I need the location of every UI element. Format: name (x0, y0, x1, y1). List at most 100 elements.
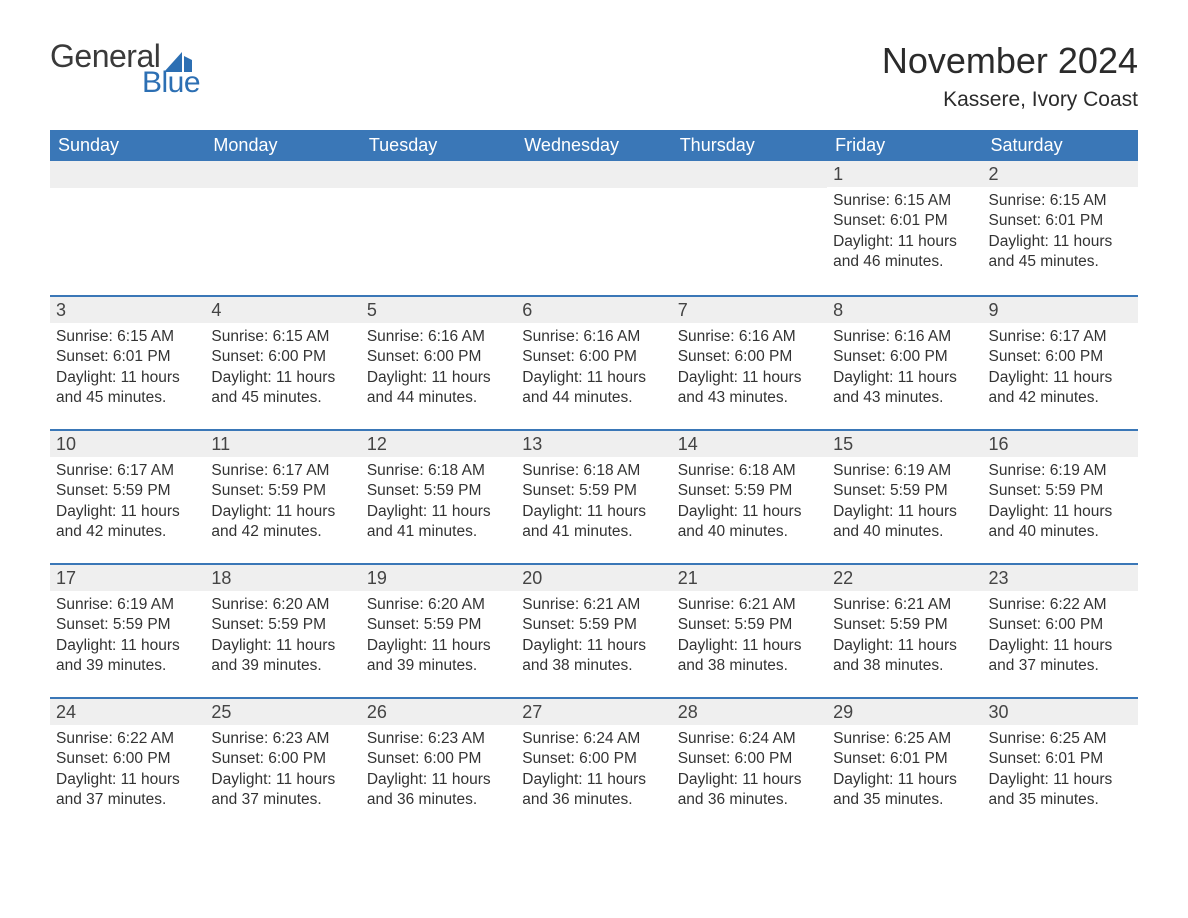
day-details: Sunrise: 6:23 AMSunset: 6:00 PMDaylight:… (205, 725, 360, 819)
sunset-line: Sunset: 6:01 PM (833, 211, 976, 231)
sunset-line: Sunset: 5:59 PM (833, 481, 976, 501)
daylight-line: Daylight: 11 hours and 41 minutes. (367, 502, 510, 543)
sunset-line: Sunset: 5:59 PM (678, 481, 821, 501)
sunset-line: Sunset: 5:59 PM (56, 615, 199, 635)
day-details: Sunrise: 6:21 AMSunset: 5:59 PMDaylight:… (672, 591, 827, 685)
calendar-day-cell: 12Sunrise: 6:18 AMSunset: 5:59 PMDayligh… (361, 429, 516, 563)
day-details: Sunrise: 6:17 AMSunset: 6:00 PMDaylight:… (983, 323, 1138, 417)
sunrise-line: Sunrise: 6:25 AM (833, 729, 976, 749)
sunrise-line: Sunrise: 6:18 AM (522, 461, 665, 481)
sunset-line: Sunset: 6:00 PM (211, 749, 354, 769)
daylight-line: Daylight: 11 hours and 42 minutes. (211, 502, 354, 543)
day-details: Sunrise: 6:16 AMSunset: 6:00 PMDaylight:… (516, 323, 671, 417)
empty-day-header (672, 161, 827, 188)
sunset-line: Sunset: 5:59 PM (833, 615, 976, 635)
daylight-line: Daylight: 11 hours and 38 minutes. (678, 636, 821, 677)
calendar-week-row: 10Sunrise: 6:17 AMSunset: 5:59 PMDayligh… (50, 429, 1138, 563)
sunset-line: Sunset: 5:59 PM (56, 481, 199, 501)
month-title: November 2024 (882, 40, 1138, 82)
day-details: Sunrise: 6:22 AMSunset: 6:00 PMDaylight:… (50, 725, 205, 819)
day-details: Sunrise: 6:17 AMSunset: 5:59 PMDaylight:… (50, 457, 205, 551)
sunrise-line: Sunrise: 6:16 AM (678, 327, 821, 347)
sunset-line: Sunset: 6:00 PM (211, 347, 354, 367)
day-number: 7 (672, 295, 827, 323)
day-details: Sunrise: 6:16 AMSunset: 6:00 PMDaylight:… (827, 323, 982, 417)
calendar-table: SundayMondayTuesdayWednesdayThursdayFrid… (50, 130, 1138, 831)
sunrise-line: Sunrise: 6:21 AM (678, 595, 821, 615)
day-details: Sunrise: 6:18 AMSunset: 5:59 PMDaylight:… (516, 457, 671, 551)
sunset-line: Sunset: 6:00 PM (522, 749, 665, 769)
weekday-header: Wednesday (516, 130, 671, 161)
sunset-line: Sunset: 5:59 PM (211, 481, 354, 501)
sunrise-line: Sunrise: 6:16 AM (367, 327, 510, 347)
sunrise-line: Sunrise: 6:21 AM (522, 595, 665, 615)
day-number: 13 (516, 429, 671, 457)
day-details: Sunrise: 6:20 AMSunset: 5:59 PMDaylight:… (205, 591, 360, 685)
day-number: 22 (827, 563, 982, 591)
daylight-line: Daylight: 11 hours and 45 minutes. (56, 368, 199, 409)
day-details: Sunrise: 6:16 AMSunset: 6:00 PMDaylight:… (672, 323, 827, 417)
day-number: 15 (827, 429, 982, 457)
daylight-line: Daylight: 11 hours and 37 minutes. (211, 770, 354, 811)
calendar-day-cell: 9Sunrise: 6:17 AMSunset: 6:00 PMDaylight… (983, 295, 1138, 429)
sunset-line: Sunset: 5:59 PM (211, 615, 354, 635)
day-number: 29 (827, 697, 982, 725)
calendar-day-cell: 6Sunrise: 6:16 AMSunset: 6:00 PMDaylight… (516, 295, 671, 429)
sunset-line: Sunset: 6:01 PM (56, 347, 199, 367)
day-details: Sunrise: 6:15 AMSunset: 6:01 PMDaylight:… (827, 187, 982, 281)
daylight-line: Daylight: 11 hours and 45 minutes. (989, 232, 1132, 273)
daylight-line: Daylight: 11 hours and 40 minutes. (989, 502, 1132, 543)
sunset-line: Sunset: 5:59 PM (367, 481, 510, 501)
daylight-line: Daylight: 11 hours and 36 minutes. (678, 770, 821, 811)
day-number: 26 (361, 697, 516, 725)
day-details: Sunrise: 6:15 AMSunset: 6:01 PMDaylight:… (50, 323, 205, 417)
day-number: 1 (827, 161, 982, 187)
day-number: 30 (983, 697, 1138, 725)
sunrise-line: Sunrise: 6:15 AM (56, 327, 199, 347)
day-number: 28 (672, 697, 827, 725)
calendar-day-cell: 25Sunrise: 6:23 AMSunset: 6:00 PMDayligh… (205, 697, 360, 831)
calendar-day-cell: 22Sunrise: 6:21 AMSunset: 5:59 PMDayligh… (827, 563, 982, 697)
calendar-day-cell: 18Sunrise: 6:20 AMSunset: 5:59 PMDayligh… (205, 563, 360, 697)
day-details: Sunrise: 6:19 AMSunset: 5:59 PMDaylight:… (827, 457, 982, 551)
daylight-line: Daylight: 11 hours and 38 minutes. (522, 636, 665, 677)
sunrise-line: Sunrise: 6:16 AM (833, 327, 976, 347)
sunset-line: Sunset: 6:01 PM (989, 749, 1132, 769)
sunrise-line: Sunrise: 6:18 AM (367, 461, 510, 481)
day-number: 18 (205, 563, 360, 591)
sunset-line: Sunset: 6:00 PM (989, 615, 1132, 635)
empty-day-header (516, 161, 671, 188)
calendar-day-cell: 23Sunrise: 6:22 AMSunset: 6:00 PMDayligh… (983, 563, 1138, 697)
brand-word2: Blue (142, 68, 200, 98)
daylight-line: Daylight: 11 hours and 39 minutes. (56, 636, 199, 677)
daylight-line: Daylight: 11 hours and 36 minutes. (522, 770, 665, 811)
sunrise-line: Sunrise: 6:24 AM (678, 729, 821, 749)
daylight-line: Daylight: 11 hours and 44 minutes. (522, 368, 665, 409)
day-details: Sunrise: 6:19 AMSunset: 5:59 PMDaylight:… (983, 457, 1138, 551)
daylight-line: Daylight: 11 hours and 35 minutes. (989, 770, 1132, 811)
weekday-header: Thursday (672, 130, 827, 161)
sunset-line: Sunset: 6:00 PM (522, 347, 665, 367)
sunrise-line: Sunrise: 6:18 AM (678, 461, 821, 481)
calendar-day-cell: 27Sunrise: 6:24 AMSunset: 6:00 PMDayligh… (516, 697, 671, 831)
empty-day-header (361, 161, 516, 188)
sunset-line: Sunset: 6:00 PM (678, 347, 821, 367)
daylight-line: Daylight: 11 hours and 42 minutes. (56, 502, 199, 543)
day-number: 19 (361, 563, 516, 591)
daylight-line: Daylight: 11 hours and 41 minutes. (522, 502, 665, 543)
sunrise-line: Sunrise: 6:19 AM (833, 461, 976, 481)
day-number: 25 (205, 697, 360, 725)
day-number: 24 (50, 697, 205, 725)
sunset-line: Sunset: 6:00 PM (367, 749, 510, 769)
calendar-day-cell: 2Sunrise: 6:15 AMSunset: 6:01 PMDaylight… (983, 161, 1138, 295)
sunset-line: Sunset: 6:00 PM (678, 749, 821, 769)
calendar-day-cell (516, 161, 671, 295)
day-details: Sunrise: 6:24 AMSunset: 6:00 PMDaylight:… (516, 725, 671, 819)
day-number: 14 (672, 429, 827, 457)
day-details: Sunrise: 6:17 AMSunset: 5:59 PMDaylight:… (205, 457, 360, 551)
daylight-line: Daylight: 11 hours and 36 minutes. (367, 770, 510, 811)
calendar-day-cell: 7Sunrise: 6:16 AMSunset: 6:00 PMDaylight… (672, 295, 827, 429)
calendar-week-row: 3Sunrise: 6:15 AMSunset: 6:01 PMDaylight… (50, 295, 1138, 429)
day-number: 6 (516, 295, 671, 323)
sunset-line: Sunset: 5:59 PM (367, 615, 510, 635)
